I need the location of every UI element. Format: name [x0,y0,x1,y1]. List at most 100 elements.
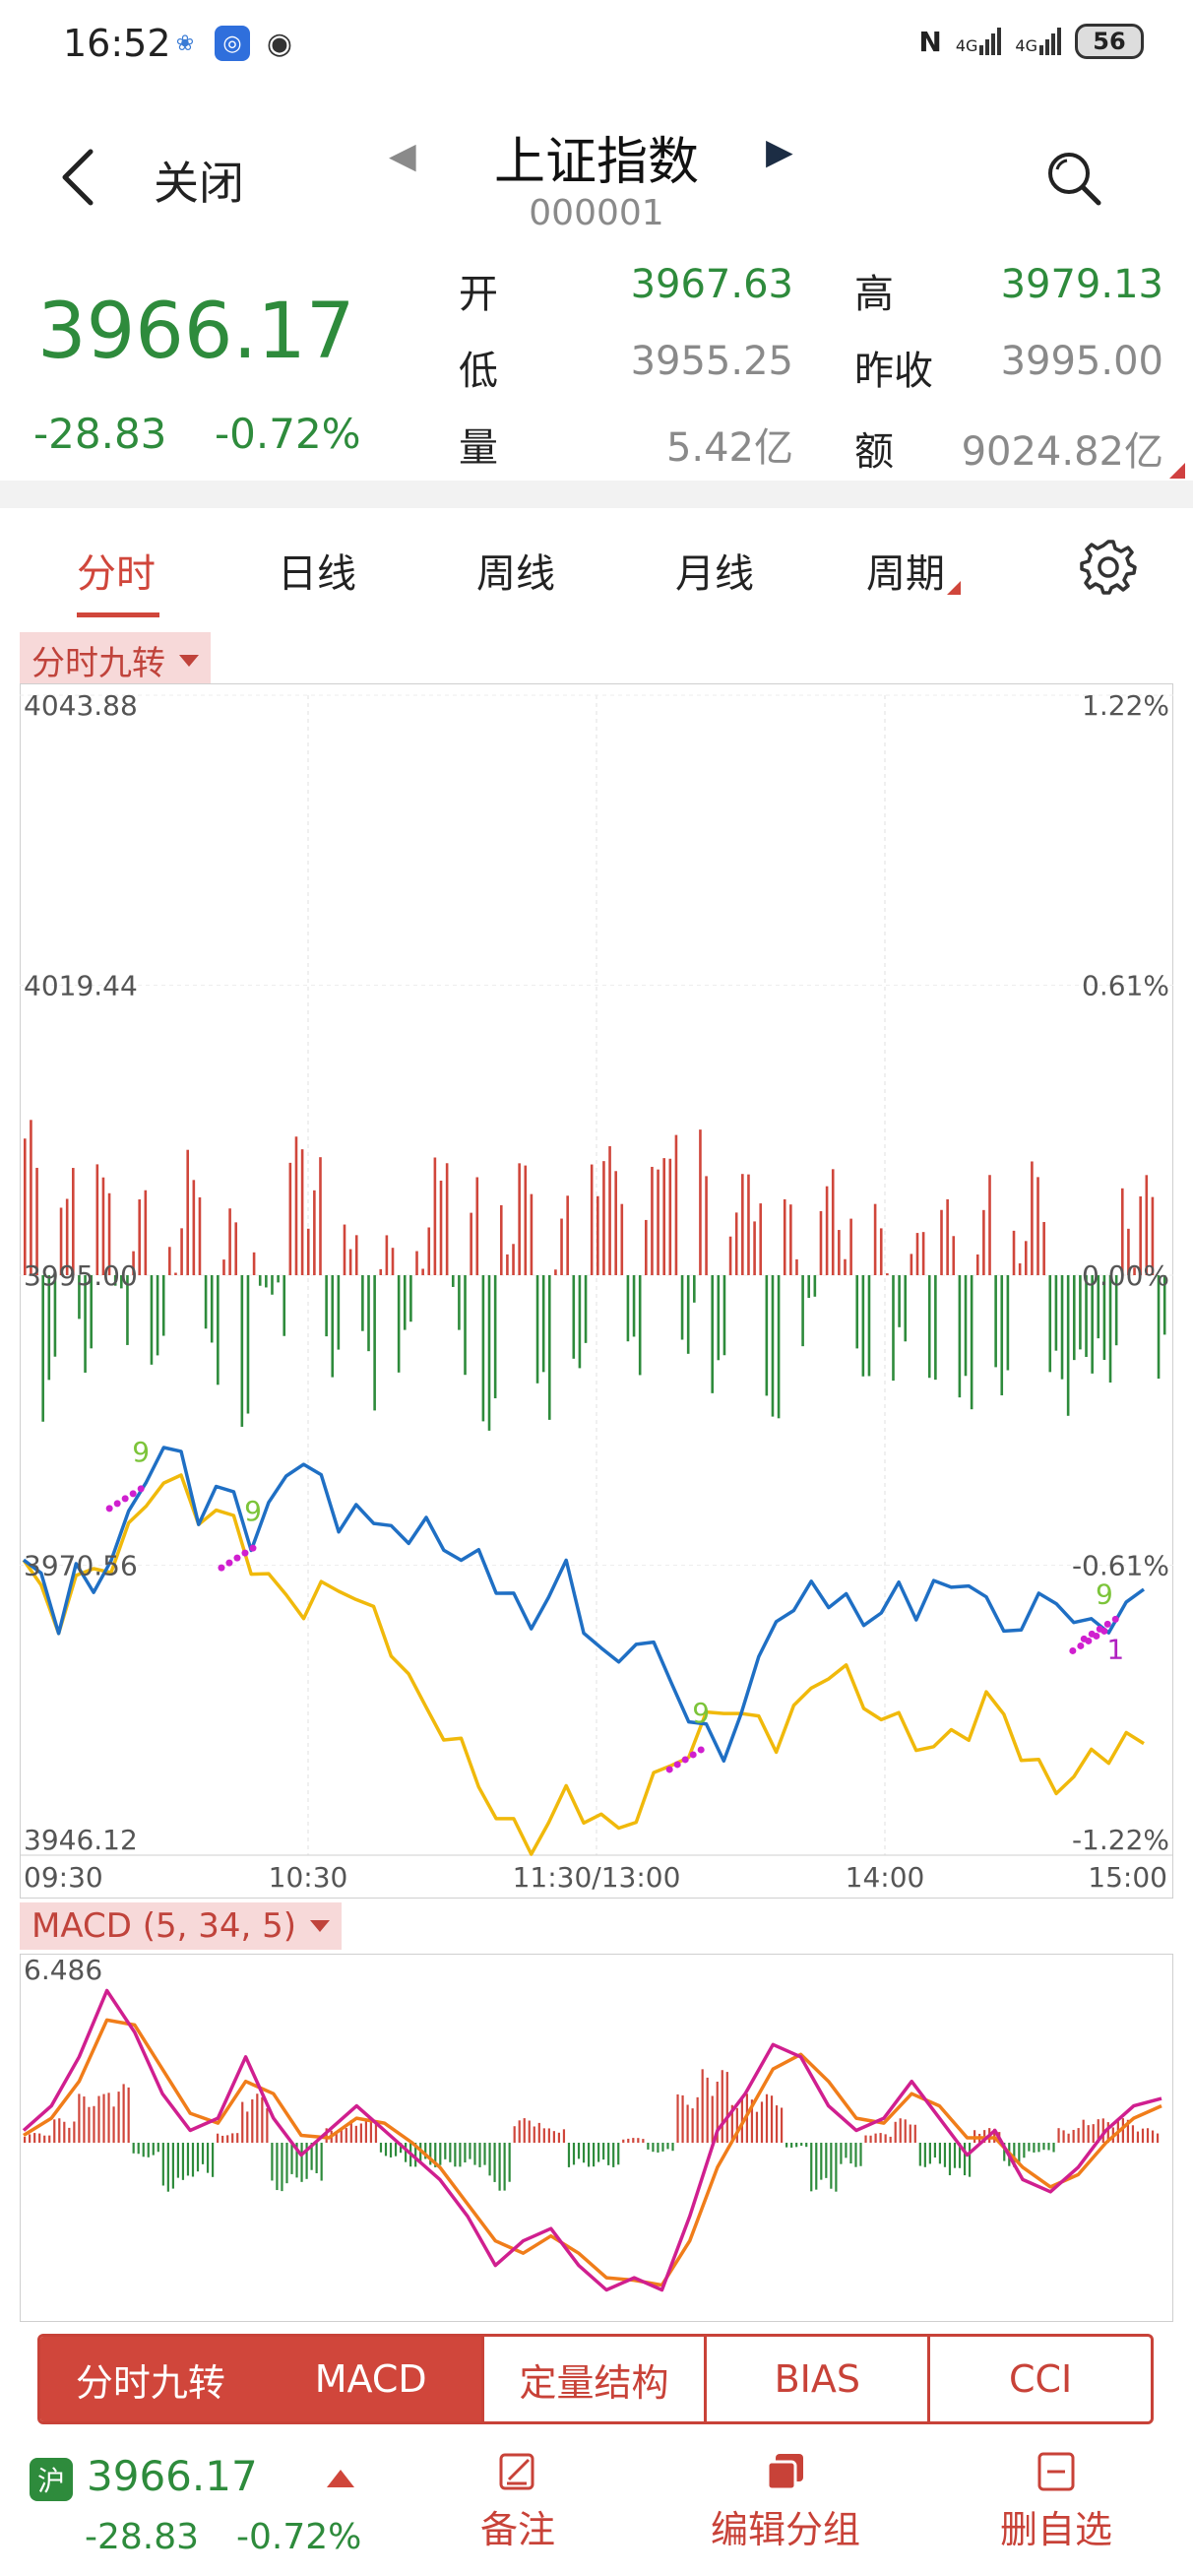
intraday-chart[interactable]: 9 9 9 9 1 4043.88 4019.44 3995.00 3970.56 3946.1… [20,683,1173,1899]
macd-bar-down [666,2143,669,2150]
remove-watchlist-button[interactable]: 删自选 [1000,2450,1112,2553]
macd-bar-up [894,2121,897,2143]
indicator-tab-nine-turn[interactable]: 分时九转 [40,2337,261,2421]
footer-change: -28.83 [85,2517,200,2557]
tab-intraday[interactable]: 分时 [77,551,156,597]
macd-indicator-dropdown[interactable]: MACD (5, 34, 5) [20,1902,343,1950]
nine-turn-label: 9 [132,1436,150,1468]
prev-index-arrow-icon[interactable]: ◀ [389,136,416,176]
volume-label: 量 [459,425,498,471]
next-index-arrow-icon[interactable]: ▶ [766,132,793,172]
paw-icon: ❀ [167,26,203,61]
breadth-bar-up [385,1235,389,1275]
nine-turn-label: 9 [244,1495,262,1527]
edit-group-button[interactable]: 编辑分组 [711,2450,860,2553]
nine-turn-label: 1 [1106,1633,1124,1665]
macd-bar-down [315,2143,318,2173]
search-icon[interactable] [1043,148,1104,209]
note-button[interactable]: 备注 [480,2450,555,2553]
tab-active-underline [77,612,159,617]
close-button[interactable]: 关闭 [154,157,244,210]
nine-turn-dot [129,1490,137,1498]
breadth-bar-up [651,1166,654,1275]
tab-daily[interactable]: 日线 [278,551,356,597]
breadth-bar-down [53,1275,57,1357]
quote-expand-indicator[interactable] [1169,463,1185,479]
macd-bar-up [637,2138,640,2143]
macd-bar-down [320,2143,323,2181]
y-axis-tick-left: 3946.12 [24,1824,138,1856]
macd-bar-up [43,2135,46,2143]
macd-bar-down [582,2143,586,2163]
macd-bar-down [830,2143,833,2189]
macd-bar-down [835,2143,838,2192]
tab-monthly[interactable]: 月线 [675,551,754,597]
macd-bar-up [716,2081,719,2143]
nine-turn-dot [105,1505,113,1513]
macd-bar-down [483,2143,486,2165]
edit-icon [499,2453,534,2490]
x-axis-tick: 15:00 [1088,1861,1167,1894]
breadth-bar-up [174,1272,177,1275]
open-value: 3967.63 [630,262,793,307]
breadth-bar-down [964,1275,968,1377]
macd-bar-down [181,2143,185,2180]
indicator-tab-quant-structure[interactable]: 定量结构 [480,2337,705,2421]
macd-bar-up [691,2108,694,2143]
breadth-bar-up [921,1232,925,1275]
high-value: 3979.13 [1000,262,1163,307]
settings-gear-icon[interactable] [1079,536,1138,595]
macd-bar-up [513,2126,516,2143]
breadth-bar-up [783,1198,786,1275]
macd-bar-down [379,2143,383,2153]
macd-bar-down [825,2143,828,2178]
macd-bar-down [276,2143,279,2191]
breadth-bar-up [24,1138,27,1275]
open-label: 开 [459,272,498,317]
macd-bar-up [53,2119,56,2143]
nine-turn-dot [137,1485,145,1493]
tab-weekly[interactable]: 周线 [476,551,555,597]
breadth-bar-down [1054,1275,1058,1351]
breadth-bar-up [530,1193,534,1275]
breadth-bar-down [84,1275,87,1373]
amount-label: 额 [854,429,894,475]
breadth-bar-down [258,1275,262,1286]
status-right: N 4G 4G 56 [918,24,1144,59]
footer-bar [0,2432,1193,2576]
nine-turn-dot [665,1766,673,1773]
breadth-bar-down [1091,1275,1094,1374]
period-dropdown-indicator [947,581,961,595]
tab-period[interactable]: 周期 [866,551,945,597]
breadth-bar-down [892,1275,895,1382]
main-indicator-dropdown[interactable]: 分时九转 [20,632,211,688]
macd-bar-down [918,2143,921,2166]
breadth-bar-down [397,1275,401,1373]
breadth-bar-down [994,1275,997,1368]
indicator-tab-cci[interactable]: CCI [927,2337,1151,2421]
back-arrow-icon[interactable] [59,148,98,207]
indicator-tab-macd[interactable]: MACD [260,2337,481,2421]
macd-bar-down [652,2143,655,2153]
macd-bar-down [785,2143,788,2148]
macd-bar-down [859,2143,862,2166]
indicator-tab-bias[interactable]: BIAS [704,2337,927,2421]
note-label: 备注 [480,2508,556,2551]
macd-bar-down [161,2143,164,2186]
breadth-bar-down [41,1275,44,1422]
macd-bar-down [840,2143,843,2164]
breadth-bar-down [777,1275,781,1419]
macd-lines [22,1988,1162,2292]
low-value: 3955.25 [630,339,793,384]
macd-bar-up [364,2118,367,2143]
macd-bar-up [335,2133,338,2143]
macd-chart[interactable]: 6.486 [20,1954,1173,2322]
breadth-bar-down [584,1275,588,1343]
macd-bar-down [152,2143,155,2156]
breadth-bar-up [741,1174,744,1275]
breadth-bar-up [234,1222,238,1275]
caret-up-icon[interactable] [327,2470,354,2487]
macd-bar-up [1151,2130,1155,2143]
breadth-bar-down [464,1275,467,1376]
breadth-bar-up [168,1247,171,1275]
